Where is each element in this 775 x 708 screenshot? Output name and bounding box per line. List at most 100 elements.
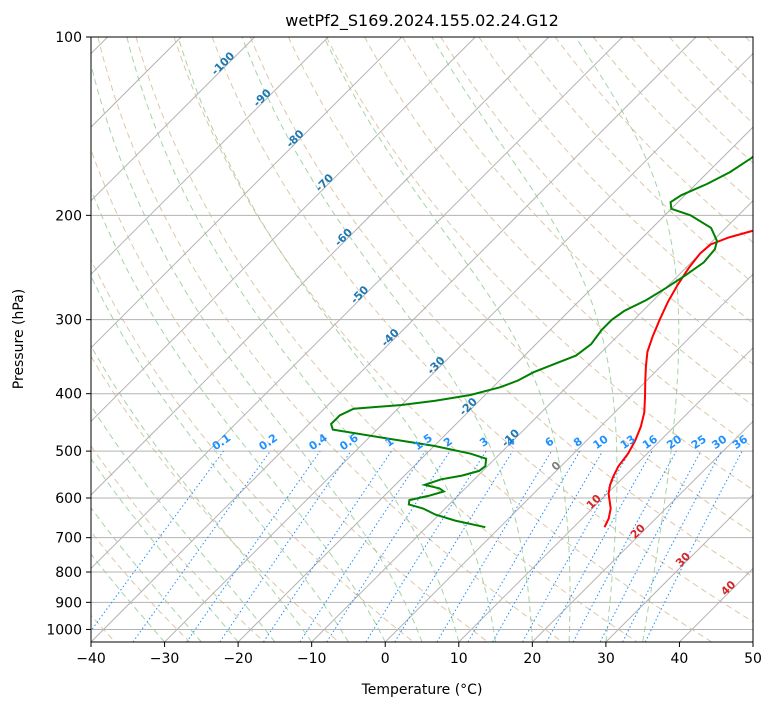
mixing-ratio-label: 10: [591, 432, 611, 452]
y-tick-label: 200: [55, 208, 82, 224]
isotherm-label: -80: [283, 127, 306, 150]
moist-adiabat-line: [91, 275, 349, 642]
mixing-ratio-label: 0.4: [306, 431, 330, 453]
moist-adiabat-line: [323, 37, 571, 642]
isotherm-line: [605, 494, 753, 642]
moist-adiabat-line: [575, 37, 680, 642]
moist-adiabats: [91, 37, 680, 642]
dry-adiabat-line: [707, 37, 753, 85]
mixing-ratio-line: [522, 450, 631, 642]
x-tick-label: −20: [223, 651, 253, 667]
dry-adiabat-line: [592, 37, 753, 204]
mixing-ratio-line: [644, 450, 743, 642]
isotherm-label: -40: [379, 326, 402, 349]
mixing-ratio-label: 8: [571, 435, 585, 450]
y-tick-label: 500: [55, 444, 82, 460]
moist-adiabat-line: [241, 37, 533, 642]
moist-adiabat-line: [431, 37, 618, 642]
dry-adiabat-line: [97, 37, 563, 642]
mixing-ratio-line: [219, 450, 352, 642]
moist-adiabat-line: [177, 37, 497, 642]
isotherm-line: [91, 37, 403, 349]
y-tick-label: 400: [55, 387, 82, 403]
inline-labels: 0.1 0.2 0.4 0.6 1 1.5 2 3 4 6 8 10 13 16 20 25 30 36-100-…: [209, 49, 751, 598]
dry-adiabats: [91, 37, 753, 642]
moist-adiabat-line: [91, 404, 276, 642]
isotherm-label: -60: [332, 226, 355, 249]
y-tick-label: 800: [55, 565, 82, 581]
isotherm-line: [458, 347, 753, 642]
temperature-line: [603, 229, 753, 528]
skewed-isotherms: [91, 37, 753, 642]
isotherm-label: -50: [348, 283, 371, 306]
dry-adiabat-line: [91, 445, 265, 642]
x-tick-label: −30: [150, 651, 180, 667]
mixing-ratio-label: 25: [689, 433, 709, 452]
dry-adiabat-line: [249, 37, 753, 578]
dewpoint-line: [329, 155, 753, 529]
y-axis-label: Pressure (hPa): [11, 289, 27, 389]
isotherm-label: -10: [499, 426, 522, 449]
moist-adiabat-line: [91, 62, 423, 642]
isotherm-label: 20: [628, 521, 648, 541]
isotherm-line: [164, 52, 753, 642]
moist-adiabat-line: [91, 457, 239, 642]
dry-adiabat-line: [135, 37, 638, 642]
moist-adiabat-line: [91, 507, 202, 642]
isotherm-line: [91, 37, 697, 642]
x-tick-label: 40: [671, 651, 689, 667]
moist-adiabat-line: [126, 37, 460, 642]
isotherm-line: [91, 37, 256, 202]
x-tick-label: 10: [450, 651, 468, 667]
isobar-grid: [91, 37, 753, 630]
mixing-ratio-line: [572, 450, 677, 642]
isotherm-label: -30: [424, 354, 447, 377]
mixing-ratio-label: 1: [383, 435, 397, 450]
dry-adiabat-line: [91, 258, 414, 642]
isotherm-label: 10: [584, 492, 604, 512]
mixing-ratio-line: [263, 450, 392, 642]
y-tick-label: 100: [55, 30, 82, 46]
mixing-ratio-lines: [91, 450, 743, 642]
x-tick-label: 0: [381, 651, 390, 667]
mixing-ratio-label: 0.1: [210, 431, 233, 453]
dry-adiabat-line: [440, 37, 753, 365]
isotherm-line: [91, 37, 476, 423]
mixing-ratio-line: [546, 450, 653, 642]
y-tick-label: 600: [55, 491, 82, 507]
mixing-ratio-line: [132, 450, 271, 642]
mixing-ratio-label: 20: [664, 432, 684, 452]
y-tick-label: 900: [55, 595, 82, 611]
mixing-ratio-line: [326, 450, 451, 642]
isotherm-line: [384, 273, 753, 642]
mixing-ratio-line: [299, 450, 426, 642]
isotherm-line: [531, 420, 753, 642]
plot-frame: [90, 36, 754, 643]
isotherm-line: [311, 199, 753, 642]
isotherm-line: [91, 37, 550, 496]
mixing-ratio-label: 3: [477, 435, 491, 450]
mixing-ratio-line: [186, 450, 321, 642]
mixing-ratio-line: [91, 450, 224, 632]
x-tick-label: 50: [744, 651, 762, 667]
mixing-ratio-line: [394, 450, 514, 642]
x-tick-label: 20: [523, 651, 541, 667]
mixing-ratio-line: [599, 450, 702, 642]
x-axis-label: Temperature (°C): [361, 682, 483, 698]
mixing-ratio-line: [365, 450, 487, 642]
isotherm-line: [679, 567, 753, 642]
mixing-ratio-label: 16: [640, 432, 660, 452]
isotherm-label: 30: [673, 549, 693, 569]
dry-adiabat-line: [173, 37, 713, 642]
moist-adiabat-line: [91, 188, 386, 642]
mixing-ratio-line: [436, 450, 552, 642]
isotherm-label: -90: [251, 86, 274, 109]
dry-adiabat-line: [287, 37, 753, 534]
dry-adiabat-line: [402, 37, 753, 407]
isotherm-line: [91, 37, 329, 275]
dry-adiabat-line: [326, 37, 753, 491]
mixing-ratio-line: [467, 450, 581, 642]
y-axis-ticks: 100 200 300 400 500 600 700 800 900 1000: [46, 30, 91, 638]
chart-title: wetPf2_S169.2024.155.02.24.G12: [285, 11, 559, 31]
